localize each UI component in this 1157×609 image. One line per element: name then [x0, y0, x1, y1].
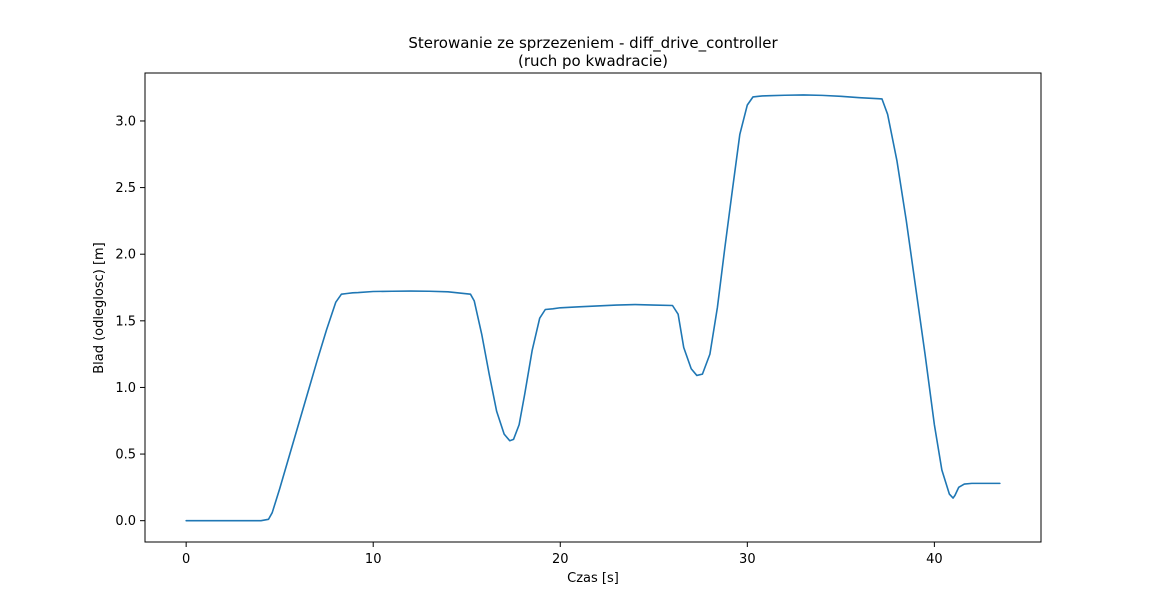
y-tick-label: 1.5 — [115, 314, 136, 329]
chart-title: Sterowanie ze sprzezeniem - diff_drive_c… — [408, 34, 778, 53]
chart-subtitle: (ruch po kwadracie) — [518, 52, 668, 70]
y-tick-label: 2.0 — [115, 248, 136, 263]
y-axis-label: Blad (odleglosc) [m] — [92, 242, 107, 374]
x-tick-label: 0 — [182, 552, 190, 567]
plot-frame — [144, 72, 1042, 543]
x-tick-label: 40 — [926, 552, 943, 567]
x-tick-label: 10 — [365, 552, 382, 567]
y-tick-label: 0.5 — [115, 448, 136, 463]
y-tick-label: 3.0 — [115, 114, 136, 129]
x-tick-label: 30 — [739, 552, 756, 567]
y-tick-label: 1.0 — [115, 381, 136, 396]
x-axis-label: Czas [s] — [567, 571, 619, 586]
series-line-0 — [185, 94, 1001, 522]
y-tick-label: 0.0 — [115, 514, 136, 529]
y-tick-label: 2.5 — [115, 181, 136, 196]
x-axis-ticks: 0 10 20 30 40 — [182, 542, 943, 567]
y-axis-ticks: 0.0 0.5 1.0 1.5 2.0 2.5 3.0 — [115, 114, 145, 529]
x-tick-label: 20 — [552, 552, 569, 567]
plot-area — [185, 94, 1001, 522]
